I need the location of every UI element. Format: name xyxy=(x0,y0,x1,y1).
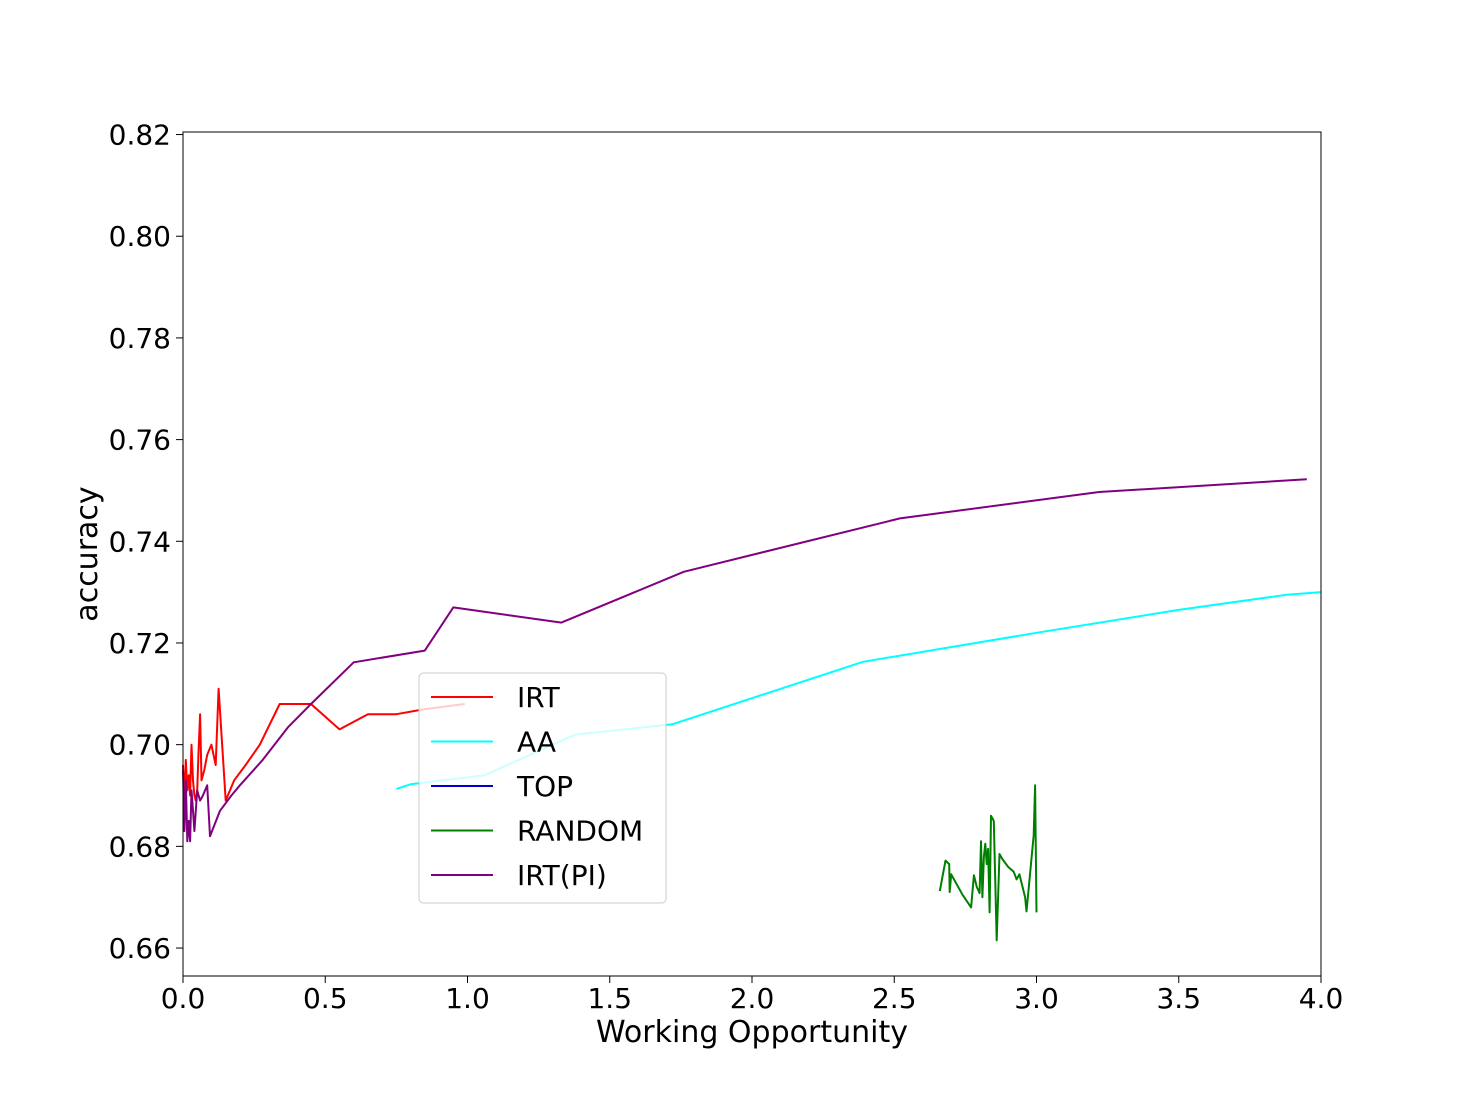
x-tick-label: 3.0 xyxy=(1014,982,1059,1015)
y-axis: 0.66 0.68 0.70 0.72 0.74 0.76 0.78 0.80 0.82 xyxy=(109,119,183,965)
y-tick-label: 0.68 xyxy=(109,830,171,863)
y-tick-label: 0.66 xyxy=(109,932,171,965)
legend-label-irt-pi: IRT(PI) xyxy=(517,859,607,892)
series-line-irt-pi xyxy=(182,478,1307,843)
x-tick-label: 3.5 xyxy=(1156,982,1201,1015)
y-axis-label: accuracy xyxy=(70,486,105,621)
x-tick-label: 0.5 xyxy=(303,982,348,1015)
series-line-irt xyxy=(182,687,465,802)
x-tick-label: 2.0 xyxy=(730,982,775,1015)
legend-label-random: RANDOM xyxy=(517,815,643,848)
x-tick-label: 1.5 xyxy=(587,982,632,1015)
y-tick-label: 0.80 xyxy=(109,220,171,253)
x-tick-label: 1.0 xyxy=(445,982,490,1015)
y-tick-label: 0.82 xyxy=(109,119,171,152)
x-tick-label: 0.0 xyxy=(161,982,206,1015)
series-line-random xyxy=(938,784,1038,942)
plot-series xyxy=(182,478,1322,942)
y-tick-label: 0.76 xyxy=(109,424,171,457)
y-tick-label: 0.70 xyxy=(109,729,171,762)
legend: IRT AA TOP RANDOM IRT(PI) xyxy=(418,672,667,904)
y-tick-label: 0.78 xyxy=(109,322,171,355)
legend-label-top: TOP xyxy=(516,770,573,803)
x-axis-label: Working Opportunity xyxy=(596,1015,908,1050)
x-axis: 0.0 0.5 1.0 1.5 2.0 2.5 3.0 3.5 4.0 xyxy=(161,976,1344,1015)
legend-label-aa: AA xyxy=(517,726,556,759)
x-tick-label: 2.5 xyxy=(872,982,917,1015)
y-tick-label: 0.72 xyxy=(109,627,171,660)
legend-box xyxy=(418,672,667,904)
legend-label-irt: IRT xyxy=(517,681,561,714)
x-tick-label: 4.0 xyxy=(1299,982,1344,1015)
y-tick-label: 0.74 xyxy=(109,525,171,558)
